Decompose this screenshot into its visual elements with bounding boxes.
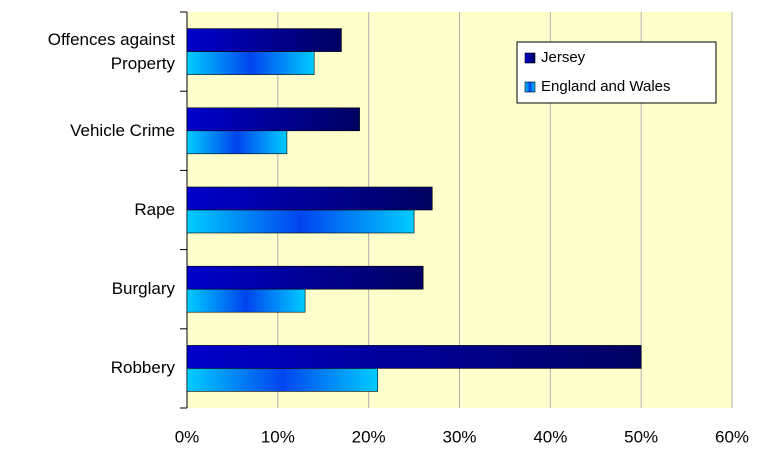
y-tick-label: Offences against Property [47, 29, 175, 73]
x-tick-label: 60% [715, 427, 749, 446]
y-tick-label: Rape [134, 200, 175, 219]
x-tick-label: 10% [261, 427, 295, 446]
y-tick-label: Robbery [110, 358, 175, 378]
legend-label: Jersey [541, 49, 586, 66]
x-tick-label: 20% [352, 427, 386, 446]
bar [186, 209, 415, 234]
x-tick-label: 0% [175, 427, 200, 446]
legend-box [516, 41, 717, 104]
bar [186, 288, 306, 313]
y-tick-label: Burglary [111, 279, 175, 299]
bar [186, 28, 342, 52]
bar [186, 51, 315, 75]
y-tick-label: Vehicle Crime [70, 120, 175, 140]
x-tick-label: 40% [533, 427, 567, 446]
bar [186, 265, 424, 290]
bar [186, 368, 379, 392]
bar [186, 130, 288, 155]
legend-label: England and Wales [541, 78, 671, 95]
legend-swatch [524, 52, 536, 64]
x-tick-label: 30% [442, 427, 476, 446]
x-tick-label: 50% [624, 427, 658, 446]
bar [186, 345, 642, 369]
legend-swatch [524, 81, 536, 93]
bar [186, 186, 433, 211]
legend: Jersey England and Wales [516, 41, 717, 104]
bar [186, 107, 360, 132]
